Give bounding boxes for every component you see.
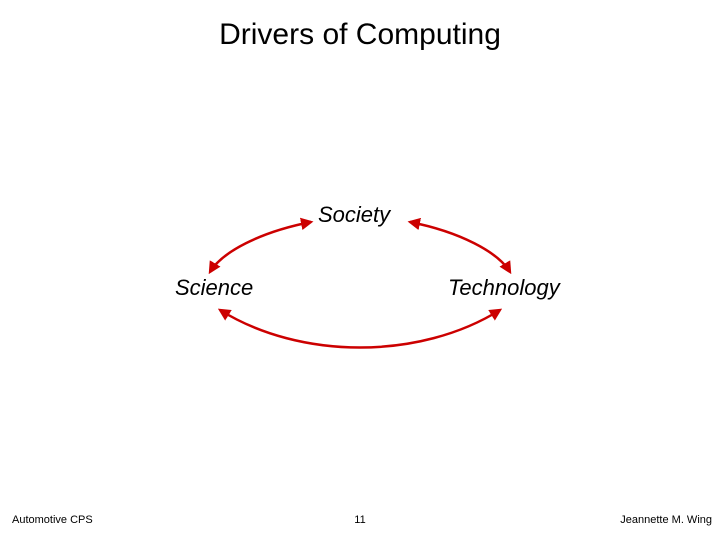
slide-title: Drivers of Computing <box>0 18 720 52</box>
edge-society-science <box>210 222 311 272</box>
footer-page-number: 11 <box>0 514 720 526</box>
edge-society-technology <box>410 222 510 272</box>
node-science-label: Science <box>175 275 253 301</box>
slide: Drivers of Computing Society Science Tec… <box>0 0 720 540</box>
diagram-arrows <box>0 0 720 540</box>
edge-science-technology <box>220 310 500 348</box>
node-technology-label: Technology <box>448 275 560 301</box>
footer-author: Jeannette M. Wing <box>620 514 712 526</box>
node-society-label: Society <box>318 202 390 228</box>
